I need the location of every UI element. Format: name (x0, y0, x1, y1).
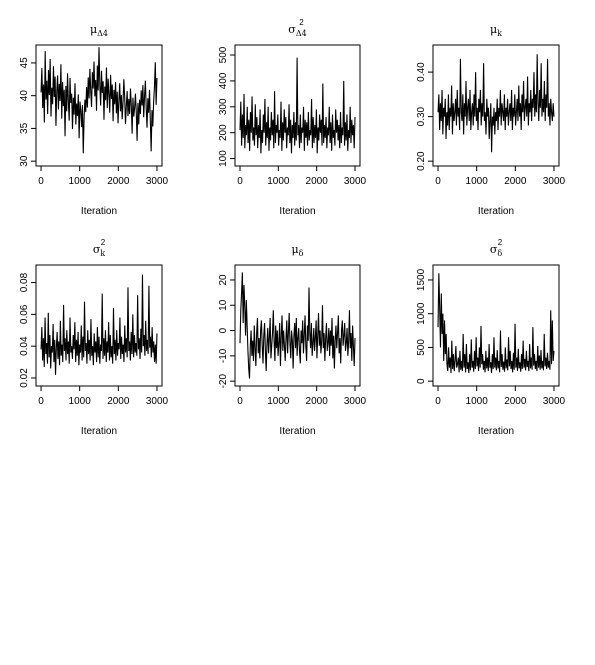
panel-2-trace-line (239, 57, 356, 154)
panel-5-trace-line (239, 272, 356, 379)
panel-3-x-tick-label: 1000 (466, 176, 489, 187)
panel-2-x-axis-label: Iteration (279, 206, 315, 217)
panel-3-title: μk (490, 23, 502, 38)
panel-1-x-tick-label: 0 (38, 176, 44, 187)
panel-6-title: σδ (490, 243, 503, 258)
panel-2-y-tick-label: 400 (218, 72, 229, 89)
panel-1-x-tick-label: 1000 (69, 176, 92, 187)
panel-6-trace-line (437, 273, 555, 374)
panel-5-x-tick-label: 2000 (306, 396, 329, 407)
panel-5: 0 1000 2000 3000 -20 -10 0 10 20 Iteration μδ (218, 243, 367, 437)
panel-5-y-tick-label: 20 (218, 274, 229, 286)
panel-2-x-tick-label: 3000 (344, 176, 367, 187)
panel-6-x-tick-label: 1000 (466, 396, 489, 407)
panel-4-y-tick-label: 0.04 (19, 336, 30, 356)
panel-4-x-tick-label: 0 (38, 396, 44, 407)
panel-3: 0 1000 2000 3000 0.20 0.30 0.40 Iteration μk (416, 23, 566, 217)
panel-6: 0 1000 2000 3000 0 500 1000 1500 Iteration σδ2 (416, 238, 566, 437)
panel-3-trace-line (437, 54, 555, 153)
panel-5-frame (234, 264, 361, 387)
panel-5-x-tick-label: 3000 (344, 396, 367, 407)
panel-1-y-tick-label: 30 (19, 155, 30, 167)
panel-6-x-axis-label: Iteration (478, 426, 514, 437)
panel-6-y-tick-label: 0 (416, 378, 427, 384)
panel-1-y-tick-label: 40 (19, 90, 30, 102)
panel-6-x-tick-label: 0 (435, 396, 441, 407)
panel-1-y-tick-label: 45 (19, 57, 30, 69)
panel-5-x-tick-label: 0 (237, 396, 243, 407)
panel-5-x-tick-label: 1000 (267, 396, 290, 407)
panel-4-frame (35, 264, 163, 387)
panel-4-y-tick-label: 0.08 (19, 272, 30, 292)
panel-4-y-tick-label: 0.02 (19, 368, 30, 388)
panel-2-title-superscript: 2 (299, 18, 304, 27)
panel-4-x-tick-label: 3000 (146, 396, 169, 407)
panel-3-y-tick-label: 0.20 (416, 151, 427, 171)
panel-3-x-tick-label: 2000 (504, 176, 527, 187)
panel-1-trace-line (40, 47, 158, 154)
panel-2-x-tick-label: 1000 (267, 176, 290, 187)
panel-3-x-axis-label: Iteration (478, 206, 514, 217)
panel-4-x-tick-label: 1000 (69, 396, 92, 407)
panel-2-y-tick-label: 300 (218, 98, 229, 115)
panel-5-y-tick-label: -20 (218, 373, 229, 388)
panel-1-title: μΔ4 (90, 23, 108, 38)
panel-1: 0 1000 2000 3000 30 35 40 45 Iteration μΔ4 (19, 23, 169, 217)
panel-1-x-tick-label: 2000 (107, 176, 130, 187)
panel-4-trace-line (40, 274, 158, 375)
panel-4-y-tick-label: 0.06 (19, 304, 30, 324)
panel-2-x-tick-label: 0 (237, 176, 243, 187)
panel-3-y-tick-label: 0.30 (416, 106, 427, 126)
panel-2-y-tick-label: 100 (218, 150, 229, 167)
panel-1-x-axis-label: Iteration (81, 206, 117, 217)
panel-6-frame (432, 264, 560, 387)
panel-1-frame (35, 44, 163, 167)
panel-2-y-tick-label: 500 (218, 46, 229, 63)
panel-3-x-tick-label: 0 (435, 176, 441, 187)
panel-3-x-tick-label: 3000 (543, 176, 566, 187)
panel-5-y-tick-label: -10 (218, 348, 229, 363)
panel-5-y-tick-label: 0 (218, 327, 229, 333)
panel-6-y-tick-label: 1500 (416, 268, 427, 291)
panel-1-y-tick-label: 35 (19, 122, 30, 134)
panel-4-x-tick-label: 2000 (107, 396, 130, 407)
panel-2-x-tick-label: 2000 (306, 176, 329, 187)
panel-3-frame (432, 44, 560, 167)
panel-4-title: σk (93, 243, 106, 258)
panel-6-y-tick-label: 1000 (416, 302, 427, 325)
panel-5-y-tick-label: 10 (218, 299, 229, 311)
panel-4-x-axis-label: Iteration (81, 426, 117, 437)
panel-2-frame (234, 44, 361, 167)
panel-4: 0 1000 2000 3000 0.02 0.04 0.06 0.08 Iteration σk… (19, 238, 169, 437)
panel-6-title-superscript: 2 (498, 238, 503, 247)
panel-6-x-tick-label: 2000 (504, 396, 527, 407)
panel-6-y-tick-label: 500 (416, 339, 427, 356)
panel-2-title: σΔ4 (288, 23, 306, 38)
panel-5-title: μδ (292, 243, 304, 258)
panel-3-y-tick-label: 0.40 (416, 62, 427, 82)
panel-4-title-superscript: 2 (101, 238, 106, 247)
panel-5-x-axis-label: Iteration (279, 426, 315, 437)
panel-2: 0 1000 2000 3000 100 200 300 400 500 Iteration σΔ4… (218, 18, 367, 217)
panel-2-y-tick-label: 200 (218, 124, 229, 141)
panel-1-x-tick-label: 3000 (146, 176, 169, 187)
panel-6-x-tick-label: 3000 (543, 396, 566, 407)
